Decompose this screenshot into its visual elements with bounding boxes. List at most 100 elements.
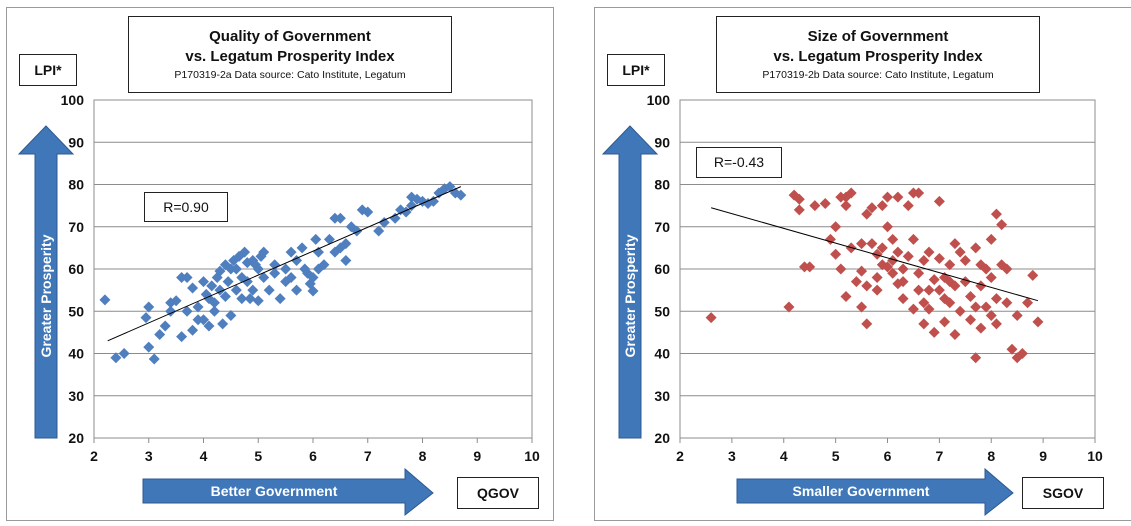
data-point <box>1006 343 1018 355</box>
x-arrow-label: Better Government <box>211 483 338 499</box>
y-arrow-label: Greater Prosperity <box>622 234 638 357</box>
x-tick-label: 5 <box>254 448 262 464</box>
data-point <box>980 301 992 313</box>
data-point <box>897 293 909 305</box>
data-point <box>285 271 297 283</box>
data-point <box>882 191 893 203</box>
data-point <box>159 320 171 332</box>
data-point <box>214 265 226 277</box>
x-axis-code-label: QGOV <box>457 477 539 509</box>
data-point <box>258 246 270 258</box>
data-point <box>373 225 385 237</box>
scatter-plot: 20 30 40 50 60 70 80 90 100 2 3 4 5 6 7 8 9 10 Greater Pro… <box>17 92 540 517</box>
data-point <box>959 255 971 267</box>
y-tick-label: 90 <box>68 134 84 150</box>
trend-line <box>710 207 1039 302</box>
data-point <box>389 212 401 224</box>
x-tick-label: 8 <box>987 448 995 464</box>
data-point <box>269 259 281 271</box>
data-point <box>990 293 1002 305</box>
data-point <box>954 246 966 258</box>
chart-title-box: Size of Government vs. Legatum Prosperit… <box>716 16 1040 93</box>
data-point <box>247 284 259 296</box>
data-point <box>990 208 1002 220</box>
y-tick-label: 80 <box>654 177 670 193</box>
data-point <box>944 259 956 271</box>
data-point <box>118 348 130 359</box>
data-point <box>882 221 893 233</box>
data-point <box>230 284 242 296</box>
chart-source: P170319-2a Data source: Cato Institute, … <box>174 69 406 81</box>
x-tick-label: 7 <box>935 448 943 464</box>
y-tick-label: 100 <box>61 92 85 108</box>
data-point <box>99 294 111 306</box>
y-tick-label: 40 <box>654 346 670 362</box>
data-point <box>871 248 883 260</box>
y-arrow-label: Greater Prosperity <box>38 234 54 357</box>
x-tick-label: 2 <box>90 448 98 464</box>
data-point <box>809 200 821 212</box>
data-point <box>980 263 992 275</box>
data-point <box>985 309 997 321</box>
data-point <box>975 280 987 292</box>
chart-title: Size of Government <box>807 28 949 45</box>
data-point <box>850 276 862 288</box>
data-point <box>244 293 256 305</box>
data-point <box>206 280 218 292</box>
x-tick-label: 9 <box>1039 448 1047 464</box>
data-point <box>208 305 220 317</box>
data-point <box>918 318 930 330</box>
data-point <box>250 259 262 271</box>
chart-subtitle: vs. Legatum Prosperity Index <box>185 48 395 65</box>
data-point <box>140 312 152 324</box>
data-point <box>965 314 976 326</box>
data-point <box>1032 316 1044 328</box>
data-point <box>965 290 976 302</box>
data-point <box>154 328 166 340</box>
data-point <box>340 255 352 267</box>
x-tick-label: 5 <box>832 448 840 464</box>
data-point <box>949 238 961 250</box>
data-point <box>907 303 919 315</box>
data-point <box>783 301 795 313</box>
data-point <box>230 263 242 275</box>
y-axis-label: LPI* <box>607 54 665 86</box>
data-point <box>1027 269 1039 281</box>
data-point <box>1011 309 1023 321</box>
data-point <box>949 328 961 340</box>
x-tick-label: 2 <box>676 448 684 464</box>
data-point <box>970 301 982 313</box>
y-tick-label: 70 <box>68 219 84 235</box>
y-tick-label: 30 <box>654 388 670 404</box>
x-tick-label: 10 <box>524 448 540 464</box>
y-axis-label: LPI* <box>19 54 77 86</box>
trend-line <box>107 186 462 342</box>
data-point <box>323 233 335 245</box>
data-point <box>340 238 352 250</box>
x-arrow-label: Smaller Government <box>793 483 930 499</box>
chart-title: Quality of Government <box>209 28 371 45</box>
data-point <box>830 221 842 233</box>
data-point <box>902 200 914 212</box>
x-tick-label: 8 <box>419 448 427 464</box>
y-tick-label: 50 <box>68 303 84 319</box>
data-point <box>307 271 319 283</box>
data-point <box>334 212 346 224</box>
data-point <box>1022 297 1034 309</box>
data-point <box>933 284 945 296</box>
data-point <box>975 322 987 334</box>
x-tick-label: 7 <box>364 448 372 464</box>
data-point <box>933 195 945 207</box>
y-tick-label: 50 <box>654 303 670 319</box>
data-point <box>208 297 220 309</box>
data-point <box>882 261 893 273</box>
data-point <box>110 352 122 364</box>
data-point <box>861 280 873 292</box>
data-point <box>861 318 873 330</box>
data-point <box>274 293 286 305</box>
data-point <box>176 331 188 343</box>
correlation-annotation: R=0.90 <box>144 192 228 222</box>
chart-subtitle: vs. Legatum Prosperity Index <box>773 48 983 65</box>
data-point <box>310 233 322 245</box>
data-point <box>970 352 982 364</box>
